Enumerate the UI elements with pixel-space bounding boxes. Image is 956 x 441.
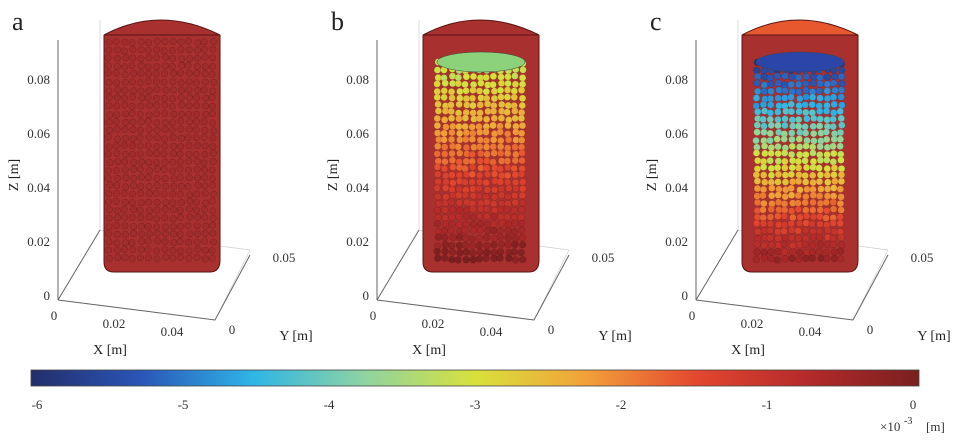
y-tick-label: 0.05 [911, 250, 934, 265]
z-tick-label: 0.02 [665, 234, 688, 249]
particle-column [741, 19, 859, 273]
panel-c: c 0 0.02 0.04 0.06 0.08 Z [m] 0 0.02 0.04 X [m] 0 0.… [638, 0, 956, 362]
z-tick-label: 0.04 [665, 180, 688, 195]
x-tick-label: 0.04 [161, 324, 184, 339]
z-tick-label: 0.08 [27, 72, 50, 87]
z-axis-label: Z [m] [7, 159, 22, 191]
z-axis-label: Z [m] [645, 159, 660, 191]
z-tick-label: 0 [44, 288, 51, 303]
panel-letter: c [650, 7, 662, 36]
z-tick-label: 0 [363, 288, 370, 303]
z-tick-label: 0.06 [27, 126, 50, 141]
z-tick-label: 0.04 [27, 180, 50, 195]
x-axis-label: X [m] [412, 343, 446, 358]
z-tick-label: 0.06 [346, 126, 369, 141]
panel-letter: b [331, 7, 344, 36]
x-tick-label: 0.02 [103, 316, 126, 331]
y-axis-label: Y [m] [917, 329, 950, 344]
colorbar-tick-label: -6 [32, 397, 43, 412]
y-axis-label: Y [m] [279, 329, 312, 344]
colorbar-tick-label: -3 [470, 397, 481, 412]
x-axis-label: X [m] [731, 343, 765, 358]
z-tick-label: 0.04 [346, 180, 369, 195]
z-tick-label: 0.02 [27, 234, 50, 249]
x-axis-label: X [m] [93, 343, 127, 358]
y-tick-label: 0.05 [273, 250, 296, 265]
x-tick-label: 0.02 [422, 316, 445, 331]
y-tick-label: 0 [548, 322, 555, 337]
x-tick-label: 0 [370, 308, 377, 323]
colorbar-tick-label: 0 [910, 397, 917, 412]
z-tick-label: 0.08 [346, 72, 369, 87]
panel-letter: a [12, 7, 24, 36]
colorbar-unit: [m] [926, 419, 945, 434]
y-axis-label: Y [m] [598, 329, 631, 344]
z-axis-label: Z [m] [326, 159, 341, 191]
panel-a: a 0 0.02 0.04 0.06 0.08 Z [m] 0 0.02 0.04 X [m] 0 0.… [0, 0, 318, 362]
colorbar-unit-scale: ×10 [880, 419, 900, 434]
top-surface [436, 51, 526, 73]
x-tick-label: 0.04 [799, 324, 822, 339]
colorbar-tick-label: -2 [616, 397, 627, 412]
colorbar-unit-exp: -3 [904, 416, 912, 427]
x-tick-label: 0.02 [741, 316, 764, 331]
top-surface [755, 51, 845, 73]
panel-b: b 0 0.02 0.04 0.06 0.08 Z [m] 0 0.02 0.04 X [m] 0 0.… [319, 0, 637, 362]
particle-column [103, 19, 221, 273]
z-tick-label: 0.06 [665, 126, 688, 141]
colorbar-gradient [30, 369, 920, 387]
z-tick-label: 0 [682, 288, 689, 303]
colorbar-tick-label: -4 [324, 397, 335, 412]
x-tick-label: 0.04 [480, 324, 503, 339]
y-tick-label: 0 [229, 322, 236, 337]
y-tick-label: 0.05 [592, 250, 615, 265]
particle-column [422, 19, 540, 273]
y-tick-label: 0 [867, 322, 874, 337]
colorbar-tick-label: -1 [762, 397, 773, 412]
colorbar: -6 -5 -4 -3 -2 -1 0 ×10 -3 [m] [0, 362, 956, 436]
z-tick-label: 0.08 [665, 72, 688, 87]
x-tick-label: 0 [689, 308, 696, 323]
x-tick-label: 0 [51, 308, 58, 323]
z-tick-label: 0.02 [346, 234, 369, 249]
colorbar-tick-label: -5 [178, 397, 189, 412]
